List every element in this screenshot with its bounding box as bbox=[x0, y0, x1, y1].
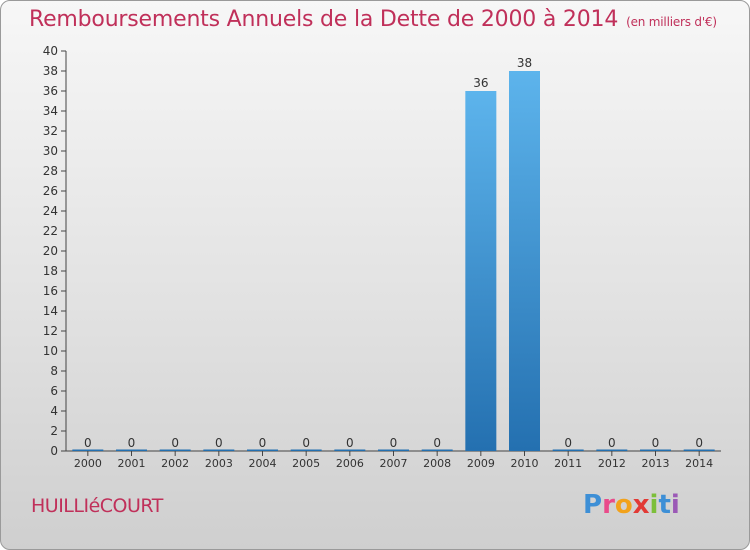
bar-value-label: 0 bbox=[652, 436, 660, 450]
bar-value-label: 0 bbox=[84, 436, 92, 450]
bar bbox=[421, 449, 453, 451]
logo-letter: i bbox=[670, 490, 680, 520]
bar bbox=[509, 71, 540, 451]
y-tick-label: 16 bbox=[43, 284, 58, 298]
proxiti-logo: Proxiti bbox=[583, 490, 680, 520]
y-tick-label: 2 bbox=[50, 424, 58, 438]
bar-value-label: 0 bbox=[390, 436, 398, 450]
x-tick-label: 2006 bbox=[336, 457, 364, 470]
y-tick-label: 6 bbox=[50, 384, 58, 398]
bar bbox=[203, 449, 235, 451]
bar-value-label: 0 bbox=[171, 436, 179, 450]
x-tick-label: 2012 bbox=[598, 457, 626, 470]
title-text: Remboursements Annuels de la Dette de 20… bbox=[29, 7, 619, 32]
y-tick-label: 30 bbox=[43, 144, 58, 158]
y-tick-label: 18 bbox=[43, 264, 58, 278]
y-tick-label: 0 bbox=[50, 444, 58, 458]
data-labels: 0 0 0 0 0 0 0 0 0 36 38 0 0 0 0 bbox=[84, 56, 703, 450]
bar-value-label: 0 bbox=[259, 436, 267, 450]
bar bbox=[290, 449, 322, 451]
logo-letter: P bbox=[583, 490, 603, 520]
bar bbox=[247, 449, 278, 451]
bar-value-label: 0 bbox=[433, 436, 441, 450]
y-tick-label: 36 bbox=[43, 84, 58, 98]
y-tick-label: 12 bbox=[43, 324, 58, 338]
logo-letter: t bbox=[658, 490, 671, 520]
y-tick-label: 24 bbox=[43, 204, 58, 218]
bar bbox=[159, 449, 191, 451]
bar bbox=[378, 449, 409, 451]
logo-letter: x bbox=[632, 490, 650, 520]
bar-value-label: 0 bbox=[564, 436, 572, 450]
x-tick-label: 2001 bbox=[118, 457, 146, 470]
x-tick-label: 2014 bbox=[685, 457, 713, 470]
town-name: HUILLIéCOURT bbox=[31, 495, 163, 517]
x-tick-label: 2013 bbox=[642, 457, 670, 470]
y-tick-label: 38 bbox=[43, 64, 58, 78]
bar-value-label: 36 bbox=[473, 76, 488, 90]
unit-label: (en milliers d'€) bbox=[626, 15, 717, 29]
bar bbox=[683, 449, 715, 451]
bar-value-label: 0 bbox=[608, 436, 616, 450]
y-tick-label: 32 bbox=[43, 124, 58, 138]
logo-letter: i bbox=[649, 490, 659, 520]
x-tick-label: 2007 bbox=[380, 457, 408, 470]
bar bbox=[72, 449, 104, 451]
x-tick-label: 2009 bbox=[467, 457, 495, 470]
logo-letter: r bbox=[602, 490, 615, 520]
y-tick-label: 14 bbox=[43, 304, 58, 318]
y-tick-label: 40 bbox=[43, 44, 58, 58]
y-tick-label: 22 bbox=[43, 224, 58, 238]
y-tick-label: 8 bbox=[50, 364, 58, 378]
bar-value-label: 0 bbox=[302, 436, 310, 450]
bar bbox=[465, 91, 497, 451]
axes: 0246810121416182022242628303234363840200… bbox=[43, 44, 721, 470]
y-tick-label: 10 bbox=[43, 344, 58, 358]
x-tick-label: 2005 bbox=[292, 457, 320, 470]
bars bbox=[72, 71, 715, 451]
x-tick-label: 2000 bbox=[74, 457, 102, 470]
y-tick-label: 34 bbox=[43, 104, 58, 118]
bar bbox=[640, 449, 671, 451]
y-tick-label: 4 bbox=[50, 404, 58, 418]
bar bbox=[596, 449, 628, 451]
logo-letter: o bbox=[614, 490, 633, 520]
x-tick-label: 2011 bbox=[554, 457, 582, 470]
y-tick-label: 20 bbox=[43, 244, 58, 258]
bar bbox=[552, 449, 584, 451]
x-tick-label: 2003 bbox=[205, 457, 233, 470]
bar-value-label: 0 bbox=[128, 436, 136, 450]
bar-value-label: 0 bbox=[215, 436, 223, 450]
x-tick-label: 2002 bbox=[161, 457, 189, 470]
y-tick-label: 26 bbox=[43, 184, 58, 198]
x-tick-label: 2008 bbox=[423, 457, 451, 470]
x-tick-label: 2004 bbox=[249, 457, 277, 470]
bar-value-label: 0 bbox=[346, 436, 354, 450]
y-tick-label: 28 bbox=[43, 164, 58, 178]
bar-value-label: 38 bbox=[517, 56, 532, 70]
bar bbox=[116, 449, 147, 451]
bar-value-label: 0 bbox=[695, 436, 703, 450]
x-tick-label: 2010 bbox=[511, 457, 539, 470]
bar bbox=[334, 449, 366, 451]
chart-title: Remboursements Annuels de la Dette de 20… bbox=[29, 7, 717, 32]
